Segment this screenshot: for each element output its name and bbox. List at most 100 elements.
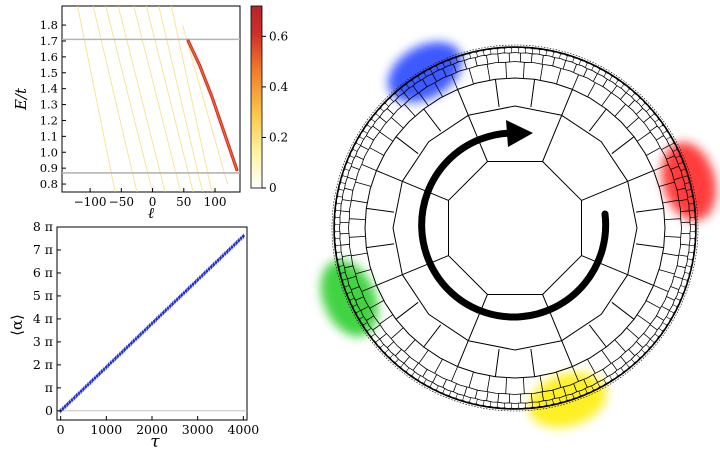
energy-heatmap: −100 −50 0 50 100 0.8 0.9 1.0 1.1 1.21.3 1.4 1.5 1.6…	[12, 5, 241, 222]
scatter-point	[116, 354, 120, 358]
scatter-point	[166, 306, 170, 310]
alpha-scatter: 0 1000 2000 3000 4000 0 π 2 π 3 π 4 π 5 π 6 π 7 π 8 π…	[8, 219, 259, 451]
faint-branch-7	[170, 6, 213, 192]
scatter-point	[134, 337, 138, 341]
reference-lines	[62, 38, 240, 174]
scatter-point	[223, 252, 227, 256]
heatmap-ytick-label-8: 1.6	[40, 50, 58, 64]
scatter-point	[123, 348, 126, 352]
scatter-point	[136, 335, 140, 338]
heatmap-ytick-label-10: 1.8	[40, 18, 58, 32]
scatter-xtick-label-3: 3000	[182, 422, 214, 437]
scatter-point	[66, 402, 69, 406]
scatter-point	[104, 365, 108, 369]
scatter-point	[207, 267, 211, 271]
faint-branch-4	[133, 6, 182, 192]
faint-branch-1	[92, 6, 138, 192]
scatter-point	[86, 383, 90, 387]
faint-branch-5	[145, 6, 194, 192]
faint-branch-3	[117, 6, 166, 192]
scatter-point	[82, 387, 85, 391]
lattice-ring-2	[348, 61, 682, 395]
heatmap-xtick-label-3: 50	[176, 195, 191, 209]
colorbar-tick-label-0: 0	[269, 181, 277, 195]
scatter-point	[152, 319, 156, 323]
lattice-ring-4	[334, 47, 696, 409]
bright-branch-group	[186, 39, 239, 172]
scatter-ytick-label-0: 0	[45, 403, 53, 418]
lattice-boundary-fringe	[331, 44, 699, 412]
heatmap-ytick-label-4: 1.2	[40, 113, 58, 127]
scatter-xtick-label-2: 2000	[136, 422, 168, 437]
lattice-edges	[331, 44, 699, 412]
scatter-point	[118, 352, 122, 356]
scatter-ytick-label-7: 7 π	[33, 242, 53, 257]
bright-branch-highlight	[187, 40, 238, 170]
lattice-boundary	[333, 46, 697, 410]
heatmap-ytick-label-2: 1.0	[40, 145, 58, 159]
scatter-point	[184, 289, 188, 293]
scatter-point	[200, 274, 204, 277]
colorbar-tick-label-1: 0.2	[269, 130, 288, 144]
scatter-point	[230, 245, 234, 249]
lattice-ring-1	[364, 77, 666, 379]
scatter-point	[68, 400, 72, 404]
scatter-point	[84, 385, 88, 389]
edge-blobs	[320, 41, 717, 428]
scatter-point	[63, 405, 67, 408]
scatter-point	[178, 295, 181, 299]
scatter-point	[209, 265, 213, 269]
scatter-point	[125, 346, 129, 349]
scatter-point	[132, 339, 136, 343]
scatter-point	[72, 396, 76, 400]
colorbar-gradient	[250, 5, 263, 189]
scatter-point	[191, 282, 195, 286]
heatmap-ytick-label-7: 1.5	[40, 66, 58, 80]
heatmap-ticks: −100 −50 0 50 100 0.8 0.9 1.0 1.1 1.21.3 1.4 1.5 1.6…	[40, 18, 227, 209]
scatter-ticks: 0 1000 2000 3000 4000 0 π 2 π 3 π 4 π 5 π 6 π 7 π 8 π	[33, 219, 259, 437]
scatter-ytick-label-5: 5 π	[33, 288, 53, 303]
scatter-point	[102, 367, 106, 371]
scatter-point	[232, 243, 236, 247]
scatter-point	[61, 407, 65, 411]
lattice-ring-3	[339, 52, 691, 404]
heatmap-ytick-label-5: 1.3	[40, 98, 58, 112]
heatmap-xlabel: ℓ	[148, 204, 154, 222]
scatter-ytick-label-2: 2 π	[33, 357, 53, 372]
scatter-point	[228, 247, 232, 251]
rotation-arrow-head	[506, 120, 533, 147]
rotation-arrow	[418, 129, 610, 321]
scatter-point	[70, 398, 74, 402]
scatter-point	[235, 241, 238, 245]
heatmap-xtick-label-2: 0	[149, 195, 157, 209]
scatter-xtick-label-1: 1000	[90, 422, 122, 437]
scatter-ylabel: ⟨α⟩	[8, 314, 26, 336]
scatter-point	[212, 263, 216, 266]
scatter-point	[146, 326, 149, 330]
scatter-point	[141, 330, 145, 334]
scatter-ytick-label-3: 3 π	[33, 334, 53, 349]
scatter-point	[189, 284, 193, 288]
scatter-ytick-label-8: 8 π	[33, 219, 53, 234]
heatmap-ytick-label-3: 1.1	[40, 129, 58, 143]
heatmap-xtick-label-0: −100	[74, 195, 107, 209]
scatter-point	[221, 254, 225, 258]
heatmap-ytick-label-6: 1.4	[40, 82, 58, 96]
scatter-point	[198, 276, 202, 280]
scatter-point	[148, 324, 152, 328]
scatter-point	[157, 315, 161, 319]
scatter-point	[175, 298, 179, 301]
scatter-point	[109, 361, 113, 365]
faint-branches	[77, 6, 228, 192]
scatter-point	[75, 394, 79, 397]
scatter-point	[237, 239, 241, 242]
scatter-xtick-label-0: 0	[57, 422, 65, 437]
scatter-point	[219, 256, 222, 260]
colorbar-tick-label-3: 0.6	[269, 29, 288, 43]
scatter-point	[164, 309, 168, 312]
heatmap-ylabel: E/t	[12, 87, 30, 111]
scatter-point	[120, 350, 124, 354]
scatter-ytick-label-1: π	[45, 380, 53, 395]
scatter-point	[100, 370, 104, 373]
